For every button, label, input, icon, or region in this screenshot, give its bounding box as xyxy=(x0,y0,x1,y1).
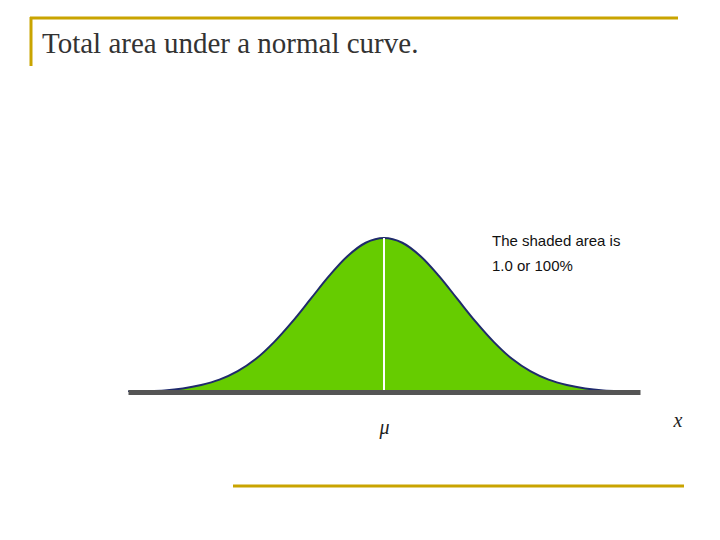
curve-outline xyxy=(128,238,640,392)
annotation: The shaded area is 1.0 or 100% xyxy=(492,232,620,274)
tick-label: μ xyxy=(378,416,389,439)
annotation-line: The shaded area is xyxy=(492,232,620,249)
decoration xyxy=(30,17,684,486)
x-axis: μ xyxy=(129,392,641,439)
area xyxy=(128,238,640,392)
axis-title: x xyxy=(673,409,683,431)
tick: μ xyxy=(378,392,389,439)
axis-line xyxy=(129,390,641,395)
mean-line xyxy=(383,238,385,392)
frame-line xyxy=(233,485,684,488)
title: Total area under a normal curve. xyxy=(42,27,418,59)
frame-line xyxy=(30,17,33,66)
annotation-line: 1.0 or 100% xyxy=(492,257,573,274)
plot-area xyxy=(128,238,640,392)
frame-line xyxy=(30,17,678,20)
slide: Total area under a normal curve. μ x The sh… xyxy=(0,0,720,540)
